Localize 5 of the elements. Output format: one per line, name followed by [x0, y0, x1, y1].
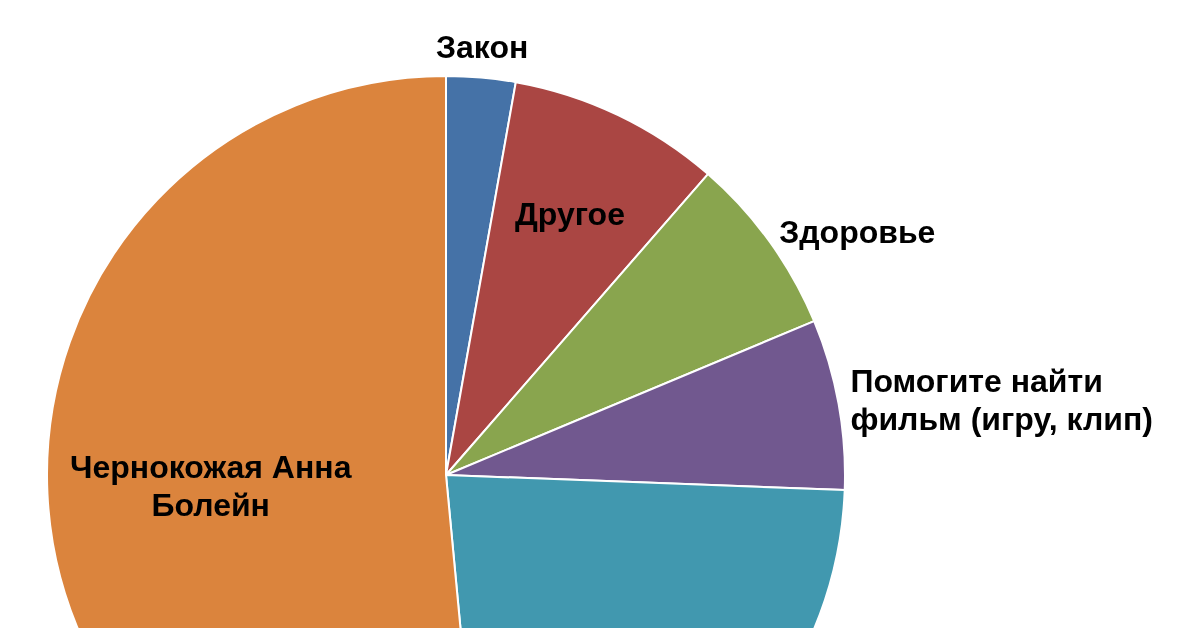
slice-label: Здоровье — [779, 214, 936, 251]
slice-label: Другое — [514, 195, 625, 232]
slice-label: Закон — [435, 29, 529, 66]
slice-label: Чернокожая Анна Болейн — [70, 449, 352, 524]
slice-label: Помогите найти фильм (игру, клип) — [850, 362, 1153, 437]
